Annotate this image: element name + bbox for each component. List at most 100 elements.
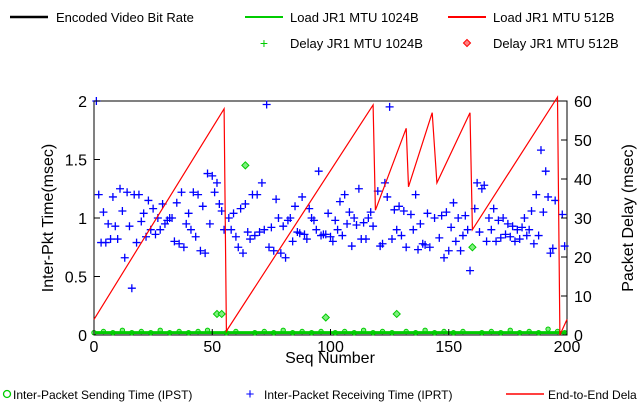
iprt-point xyxy=(364,214,373,222)
y-tick-label: 0 xyxy=(78,328,87,345)
iprt-point xyxy=(305,204,314,213)
iprt-point xyxy=(125,222,134,231)
iprt-point xyxy=(515,235,524,244)
iprt-point xyxy=(399,206,408,215)
legend-label-delay-512: Delay JR1 MTU 512B xyxy=(493,36,619,51)
iprt-point xyxy=(113,235,122,244)
iprt-point xyxy=(184,209,193,218)
iprt-point xyxy=(461,211,470,220)
iprt-point xyxy=(458,231,467,240)
iprt-point xyxy=(189,188,198,197)
iprt-point xyxy=(480,181,489,190)
iprt-point xyxy=(397,231,406,240)
y2-tick-label: 40 xyxy=(574,172,592,189)
iprt-point xyxy=(532,190,541,199)
iprt-point xyxy=(484,214,493,222)
iprt-point xyxy=(378,239,387,248)
iprt-point xyxy=(421,240,430,249)
iprt-point xyxy=(510,237,519,246)
iprt-point xyxy=(347,242,356,251)
iprt-point xyxy=(269,246,278,255)
iprt-point xyxy=(390,205,399,214)
iprt-point xyxy=(168,214,177,222)
iprt-point xyxy=(243,228,252,237)
iprt-point xyxy=(274,214,283,222)
iprt-point xyxy=(205,219,214,228)
iprt-point xyxy=(272,195,281,204)
iprt-point xyxy=(134,190,143,199)
ipst-point xyxy=(241,161,250,170)
iprt-point xyxy=(454,214,463,222)
iprt-point xyxy=(196,246,205,255)
iprt-point xyxy=(298,192,307,201)
iprt-point xyxy=(395,202,404,211)
iprt-point xyxy=(345,208,354,217)
top-legend: Encoded Video Bit Rate Load JR1 MTU 1024… xyxy=(10,10,619,51)
x-tick-label: 0 xyxy=(90,339,99,356)
iprt-point xyxy=(343,219,352,228)
iprt-point xyxy=(558,210,567,219)
iprt-point xyxy=(534,231,543,240)
iprt-point xyxy=(267,223,276,232)
iprt-point xyxy=(437,211,446,220)
iprt-point xyxy=(551,196,560,205)
y2-tick-label: 60 xyxy=(574,94,592,111)
y-tick-label: 2 xyxy=(78,94,87,111)
iprt-point xyxy=(548,244,557,253)
iprt-point xyxy=(539,208,548,217)
iprt-point xyxy=(499,214,508,222)
iprt-point xyxy=(541,167,550,176)
iprt-point xyxy=(118,206,127,215)
iprt-point xyxy=(466,266,475,275)
iprt-point xyxy=(414,245,423,254)
iprt-point xyxy=(198,202,207,211)
iprt-point xyxy=(560,242,569,251)
legend-swatch-delay-1024: + xyxy=(260,35,268,51)
iprt-point xyxy=(444,246,453,255)
ipst-point xyxy=(545,326,551,332)
iprt-point xyxy=(333,225,342,234)
iprt-point xyxy=(406,210,415,219)
iprt-point xyxy=(286,214,295,222)
y2-tick-label: 50 xyxy=(574,133,592,150)
legend-swatch-ipst xyxy=(2,389,12,399)
iprt-point xyxy=(212,178,221,187)
iprt-point xyxy=(449,198,458,207)
iprt-point xyxy=(513,225,522,234)
iprt-point xyxy=(354,184,363,193)
iprt-point xyxy=(99,208,108,217)
iprt-point xyxy=(350,214,359,222)
iprt-point xyxy=(503,219,512,228)
iprt-point xyxy=(295,229,304,238)
iprt-point xyxy=(331,216,340,225)
iprt-point xyxy=(250,231,259,240)
iprt-point xyxy=(281,253,290,262)
iprt-point xyxy=(116,184,125,193)
iprt-point xyxy=(191,232,200,241)
legend-swatch-delay-512 xyxy=(462,38,472,48)
iprt-point xyxy=(369,222,378,231)
legend-label-iprt: Inter-Packet Receiving Time (IPRT) xyxy=(264,388,453,402)
plot-frame xyxy=(93,100,568,336)
iprt-point xyxy=(340,190,349,199)
bottom-legend: Inter-Packet Sending Time (IPST) + Inter… xyxy=(2,386,637,403)
iprt-point xyxy=(529,239,538,248)
iprt-point xyxy=(151,230,160,239)
y2-tick-label: 0 xyxy=(574,328,583,345)
legend-label-e2e-delay: End-to-End Dela xyxy=(548,388,637,402)
y2-tick-label: 30 xyxy=(574,211,592,228)
iprt-point xyxy=(177,188,186,197)
iprt-point xyxy=(262,100,271,109)
iprt-point xyxy=(475,228,484,237)
iprt-point xyxy=(527,206,536,215)
iprt-point xyxy=(361,235,370,244)
iprt-point xyxy=(111,222,120,231)
iprt-point xyxy=(383,192,392,201)
y2-tick-label: 20 xyxy=(574,250,592,267)
iprt-point xyxy=(156,225,165,234)
iprt-point xyxy=(442,208,451,217)
iprt-point xyxy=(416,219,425,228)
legend-label-ipst: Inter-Packet Sending Time (IPST) xyxy=(13,388,192,402)
iprt-point xyxy=(132,238,141,247)
